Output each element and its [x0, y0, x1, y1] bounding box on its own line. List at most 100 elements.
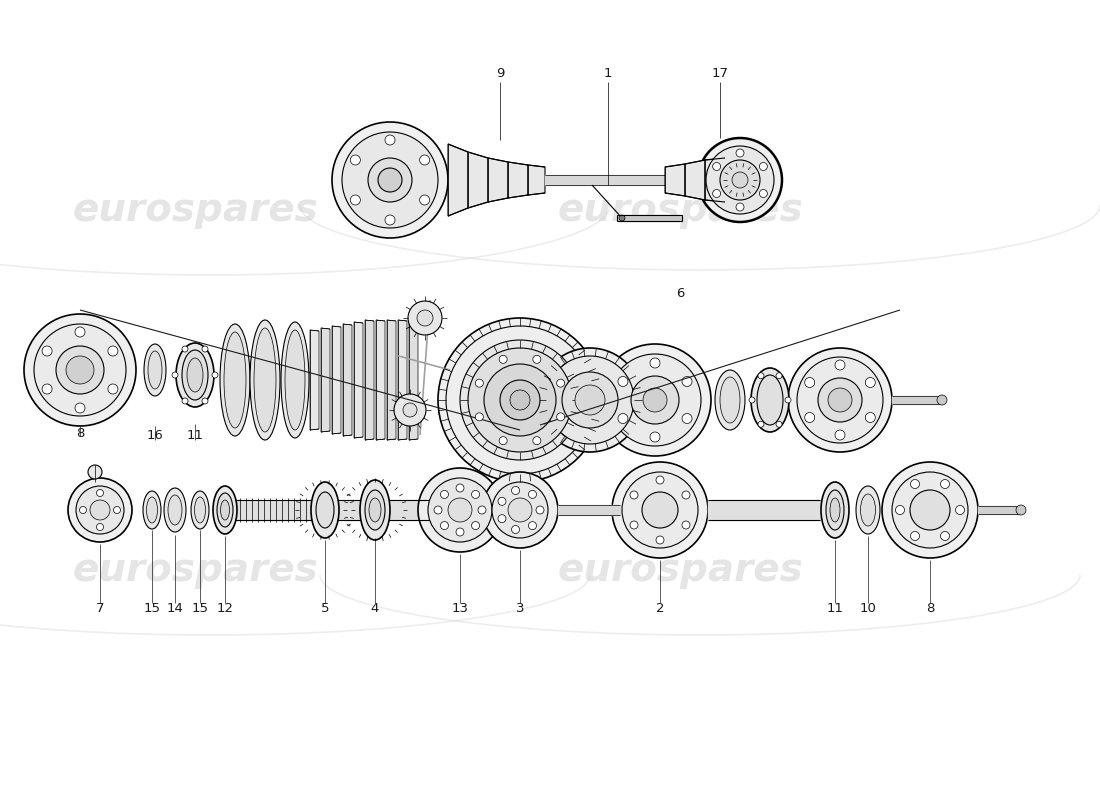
Circle shape	[575, 385, 605, 415]
Circle shape	[642, 492, 678, 528]
Circle shape	[510, 390, 530, 410]
Circle shape	[835, 430, 845, 440]
Circle shape	[805, 378, 815, 387]
Circle shape	[713, 190, 721, 198]
Polygon shape	[468, 152, 488, 208]
Ellipse shape	[220, 500, 230, 520]
Circle shape	[776, 422, 782, 427]
Circle shape	[618, 414, 628, 423]
Text: 16: 16	[146, 429, 164, 442]
Circle shape	[788, 348, 892, 452]
Text: 4: 4	[371, 602, 380, 615]
Text: 14: 14	[166, 602, 184, 615]
Ellipse shape	[254, 328, 276, 432]
Circle shape	[630, 521, 638, 529]
Ellipse shape	[250, 320, 280, 440]
Ellipse shape	[715, 370, 745, 430]
Circle shape	[911, 531, 920, 541]
Polygon shape	[398, 320, 407, 440]
Circle shape	[172, 372, 178, 378]
Circle shape	[42, 346, 52, 356]
Circle shape	[557, 379, 564, 387]
Circle shape	[818, 378, 862, 422]
Polygon shape	[978, 506, 1020, 514]
Ellipse shape	[856, 486, 880, 534]
Text: eurospares: eurospares	[73, 551, 318, 589]
Circle shape	[66, 356, 94, 384]
Circle shape	[512, 526, 519, 534]
Circle shape	[650, 358, 660, 368]
Ellipse shape	[164, 488, 186, 532]
Circle shape	[440, 522, 449, 530]
Circle shape	[631, 376, 679, 424]
Ellipse shape	[168, 495, 182, 525]
Ellipse shape	[182, 350, 208, 400]
Circle shape	[508, 498, 532, 522]
Circle shape	[113, 506, 121, 514]
Circle shape	[342, 132, 438, 228]
Polygon shape	[365, 320, 374, 440]
Circle shape	[75, 403, 85, 413]
Circle shape	[759, 162, 768, 170]
Circle shape	[612, 462, 708, 558]
Circle shape	[499, 437, 507, 445]
Circle shape	[682, 491, 690, 499]
Circle shape	[940, 531, 949, 541]
Circle shape	[828, 388, 852, 412]
Circle shape	[911, 479, 920, 489]
Ellipse shape	[365, 490, 385, 530]
Circle shape	[498, 514, 506, 522]
Ellipse shape	[220, 324, 250, 436]
Circle shape	[368, 158, 412, 202]
Text: 3: 3	[516, 602, 525, 615]
Polygon shape	[448, 144, 468, 216]
Polygon shape	[343, 324, 352, 436]
Circle shape	[97, 523, 103, 530]
Circle shape	[456, 528, 464, 536]
Text: 13: 13	[451, 602, 469, 615]
Circle shape	[805, 413, 815, 422]
Polygon shape	[528, 165, 544, 195]
Text: 12: 12	[217, 602, 233, 615]
Polygon shape	[705, 158, 725, 202]
Circle shape	[758, 373, 764, 378]
Circle shape	[758, 422, 764, 427]
Ellipse shape	[757, 375, 783, 425]
Circle shape	[448, 498, 472, 522]
Ellipse shape	[191, 491, 209, 529]
Circle shape	[42, 384, 52, 394]
Ellipse shape	[187, 358, 204, 392]
Circle shape	[88, 465, 102, 479]
Text: eurospares: eurospares	[557, 191, 803, 229]
Polygon shape	[409, 320, 418, 440]
Circle shape	[866, 378, 876, 387]
Circle shape	[835, 360, 845, 370]
Ellipse shape	[368, 498, 381, 522]
Circle shape	[182, 346, 188, 352]
Text: 8: 8	[76, 427, 85, 440]
Circle shape	[408, 301, 442, 335]
Circle shape	[351, 195, 361, 205]
Text: 11: 11	[826, 602, 844, 615]
Circle shape	[776, 373, 782, 378]
Ellipse shape	[860, 494, 876, 526]
Text: 7: 7	[96, 602, 104, 615]
Circle shape	[419, 155, 430, 165]
Ellipse shape	[285, 330, 305, 430]
Circle shape	[785, 397, 791, 403]
Polygon shape	[544, 175, 666, 185]
Circle shape	[440, 490, 449, 498]
Text: 10: 10	[859, 602, 877, 615]
Circle shape	[1016, 505, 1026, 515]
Ellipse shape	[720, 377, 740, 423]
Circle shape	[546, 356, 634, 444]
Circle shape	[600, 344, 711, 456]
Circle shape	[759, 190, 768, 198]
Circle shape	[644, 388, 667, 412]
Polygon shape	[235, 500, 430, 520]
Circle shape	[75, 327, 85, 337]
Circle shape	[798, 357, 883, 443]
Ellipse shape	[280, 322, 309, 438]
Polygon shape	[892, 396, 940, 404]
Circle shape	[682, 521, 690, 529]
